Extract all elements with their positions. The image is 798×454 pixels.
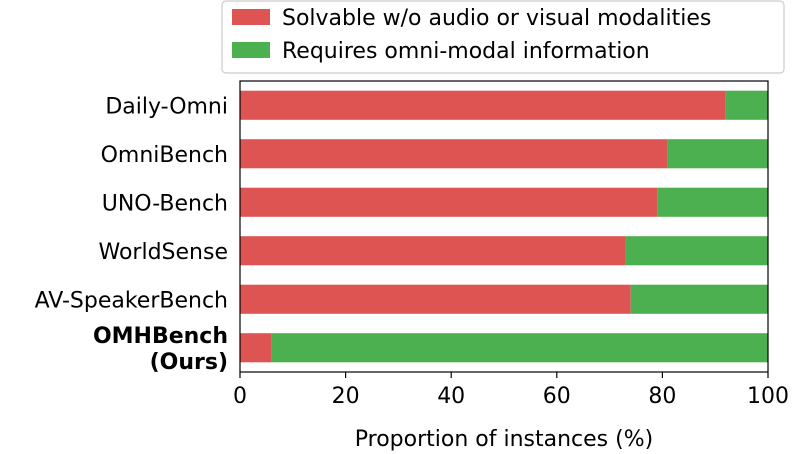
category-label-uno-bench: UNO-Bench [102,191,228,216]
category-label-omnibench: OmniBench [101,143,228,168]
bar-worldsense-omni-modal [625,236,768,266]
bar-worldsense-solvable [240,236,626,266]
legend-label-omni-modal: Requires omni-modal information [282,39,650,64]
category-label-worldsense: WorldSense [99,240,229,265]
category-label-av-speakerbench: AV-SpeakerBench [35,288,228,313]
legend: Solvable w/o audio or visual modalities … [221,0,785,74]
x-tick-label-100: 100 [747,384,789,409]
legend-swatch-solvable [232,9,270,25]
legend-swatch-omni-modal [232,42,270,58]
bar-uno-bench-solvable [240,187,658,217]
legend-box [221,0,785,74]
x-tick-label-40: 40 [437,384,465,409]
x-axis-label: Proportion of instances (%) [355,427,653,452]
bar-omhbench-ours-omni-modal [271,333,768,363]
bars [240,90,768,363]
x-axis-ticks: 0 20 40 60 80 100 [233,372,789,409]
x-tick-label-60: 60 [543,384,571,409]
plot-frame [239,80,769,373]
category-label-omhbench-ours: OMHBench (Ours) [93,324,228,375]
x-tick-label-20: 20 [332,384,360,409]
legend-label-solvable: Solvable w/o audio or visual modalities [282,6,711,31]
bar-av-speakerbench-solvable [240,284,631,314]
category-labels: Daily-Omni OmniBench UNO-Bench WorldSense AV… [35,94,228,375]
bar-omnibench-solvable [240,139,668,169]
bar-omhbench-ours-solvable [240,333,272,363]
category-label-daily-omni: Daily-Omni [105,94,228,119]
bar-uno-bench-omni-modal [657,187,768,217]
x-tick-label-0: 0 [233,384,247,409]
bar-daily-omni-omni-modal [725,90,768,120]
bar-av-speakerbench-omni-modal [630,284,768,314]
bar-omnibench-omni-modal [667,139,768,169]
bar-daily-omni-solvable [240,90,726,120]
x-tick-label-80: 80 [648,384,676,409]
